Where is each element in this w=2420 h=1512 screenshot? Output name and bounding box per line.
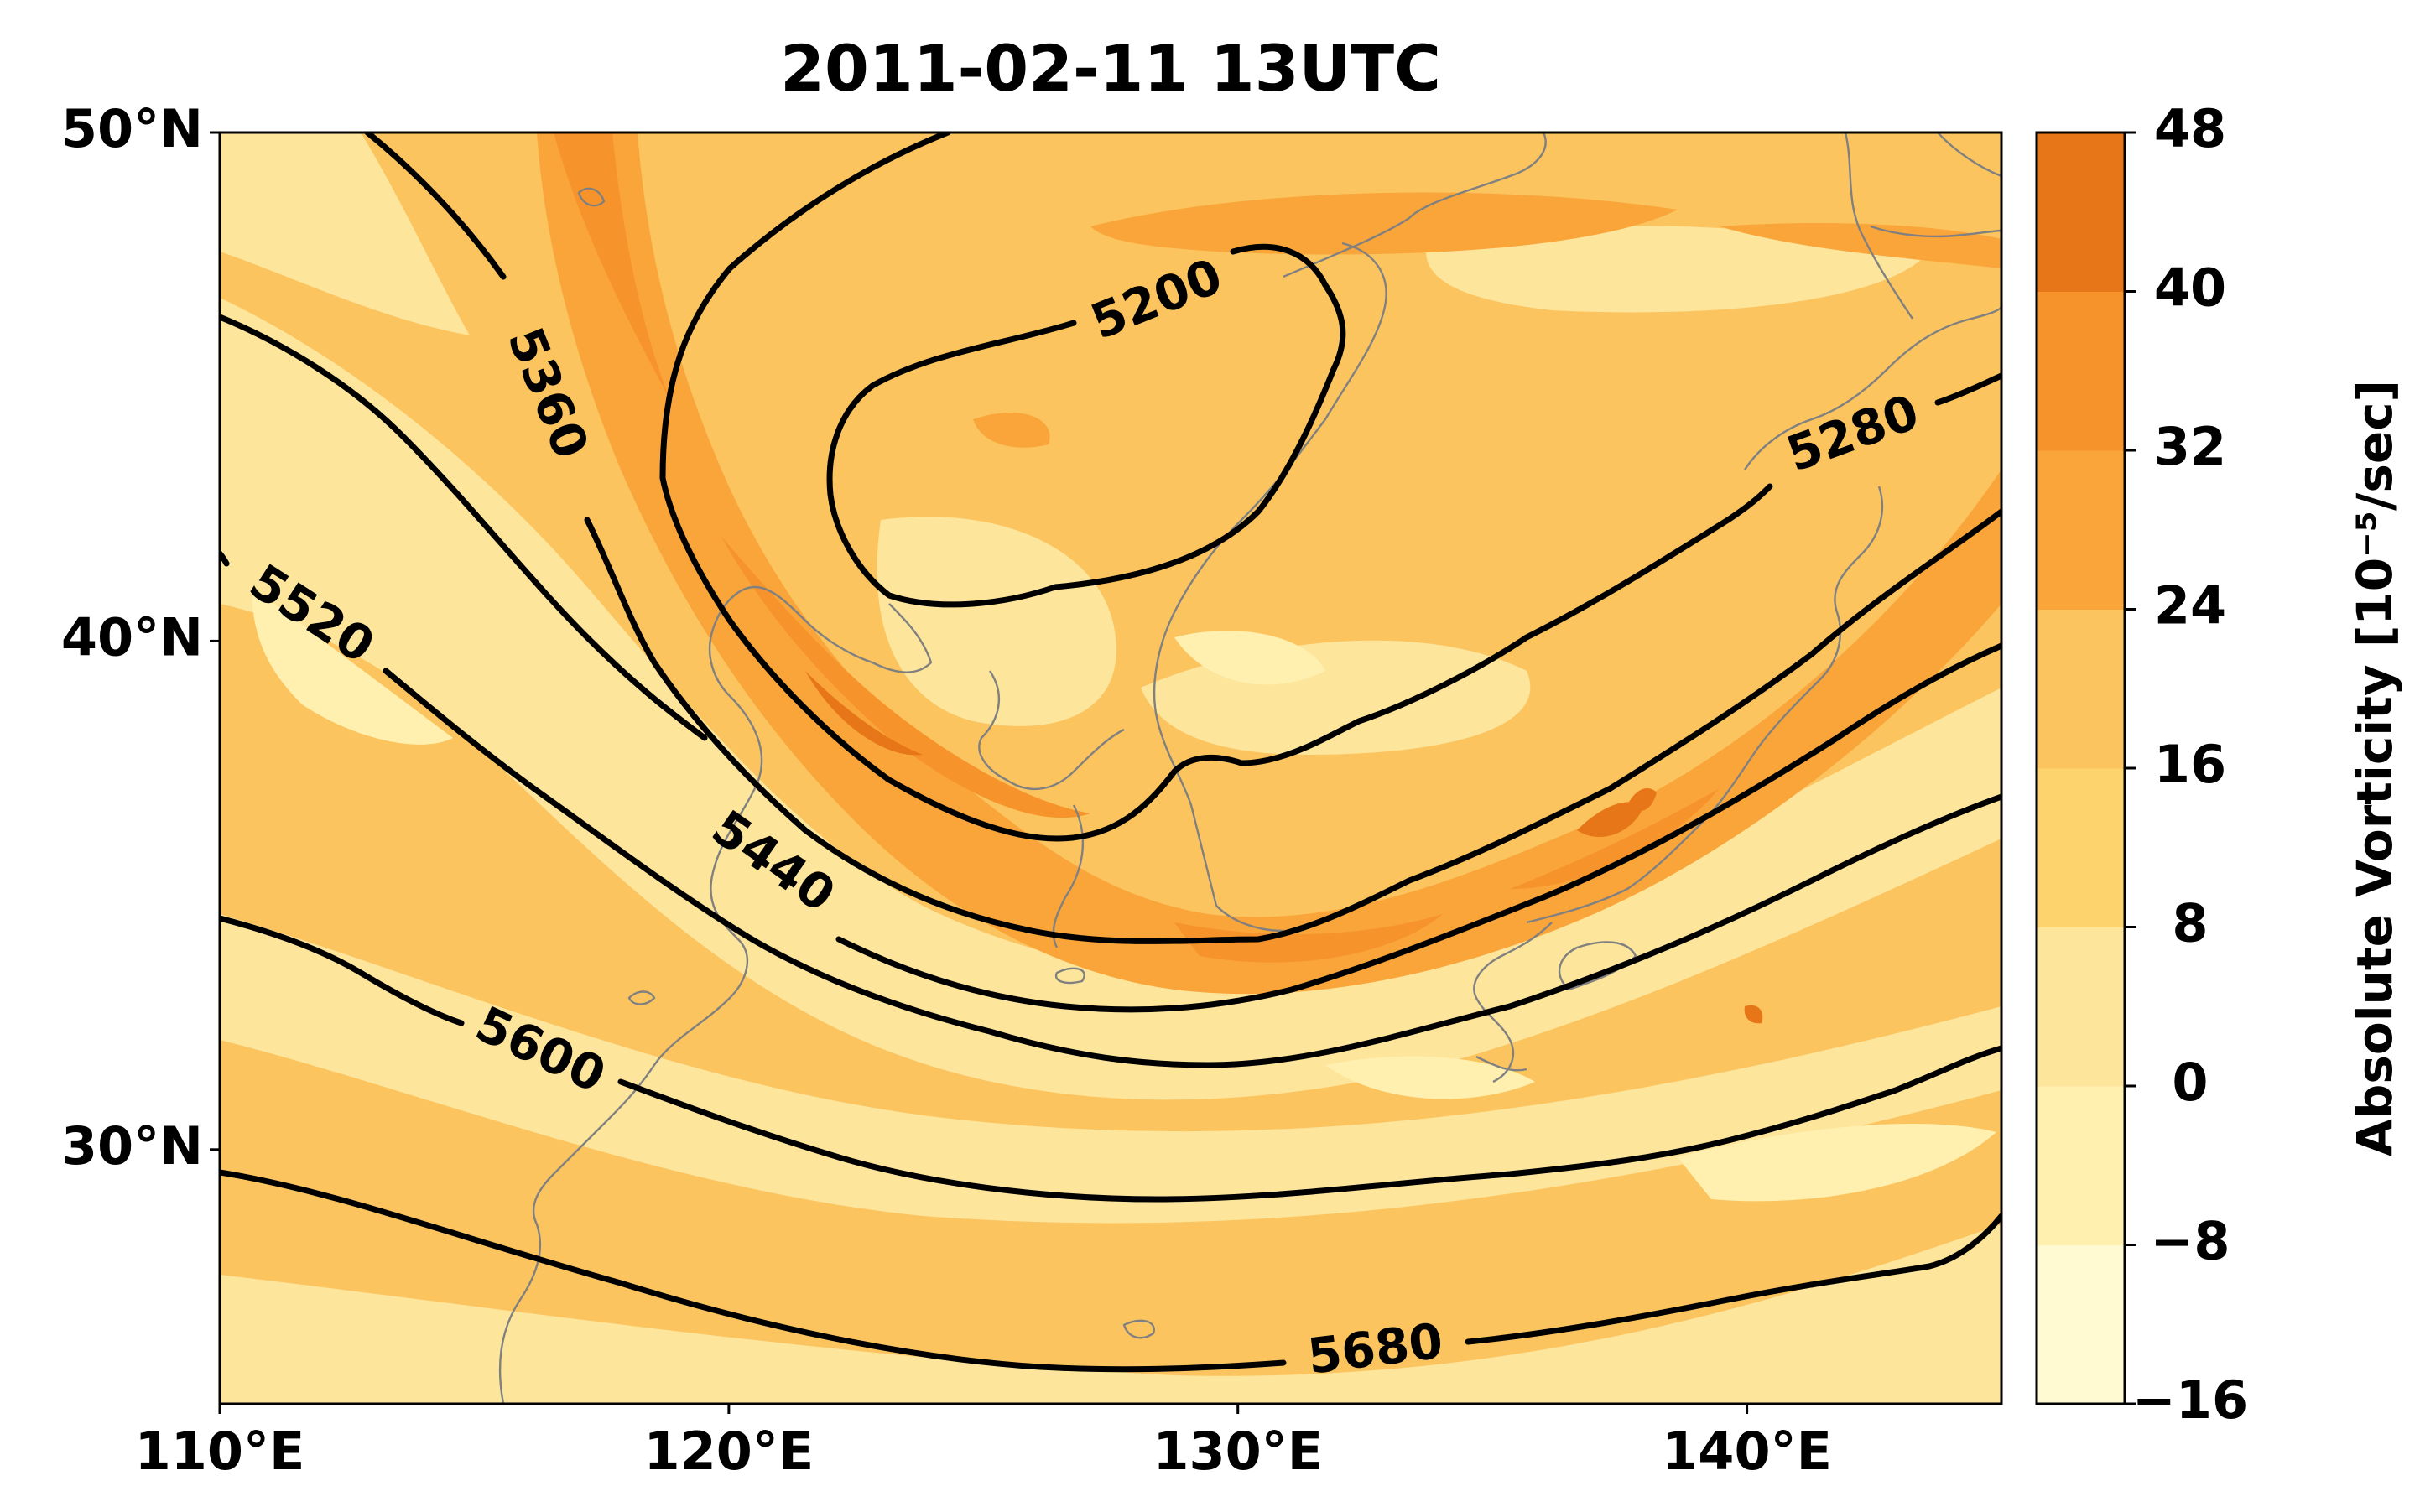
colorbar-tick-label: 40 <box>2154 257 2226 319</box>
colorbar-tick-label: −8 <box>2150 1211 2230 1272</box>
y-tick-label: 40°N <box>61 606 203 668</box>
colorbar-tick-label: 0 <box>2172 1052 2208 1113</box>
y-axis-ticks: 50°N 40°N 30°N <box>61 98 220 1177</box>
colorbar-tick-label: 32 <box>2154 416 2226 477</box>
colorbar-tick-label: 24 <box>2154 575 2226 636</box>
colorbar-swatch <box>2037 1086 2125 1245</box>
colorbar-ticks: −16 −8 0 8 16 24 32 40 48 <box>2125 98 2248 1431</box>
map-title: 2011-02-11 13UTC <box>780 31 1441 106</box>
y-tick-label: 30°N <box>61 1115 203 1177</box>
colorbar-swatch <box>2037 450 2125 610</box>
colorbar-tick-label: 8 <box>2172 893 2208 954</box>
colorbar-swatch <box>2037 292 2125 451</box>
colorbar-tick-label: 16 <box>2154 734 2226 795</box>
x-tick-label: 130°E <box>1153 1421 1323 1482</box>
colorbar-tick-label: 48 <box>2154 98 2226 159</box>
colorbar-swatch <box>2037 610 2125 769</box>
x-tick-label: 140°E <box>1662 1421 1832 1482</box>
colorbar-tick-label: −16 <box>2132 1369 2248 1431</box>
x-tick-label: 120°E <box>643 1421 814 1482</box>
colorbar-swatch <box>2037 927 2125 1087</box>
x-axis-ticks: 110°E 120°E 130°E 140°E <box>135 1404 1832 1482</box>
colorbar-swatch <box>2037 768 2125 927</box>
colorbar-swatches <box>2037 132 2125 1405</box>
colorbar: −16 −8 0 8 16 24 32 40 48 Absolute Vorticity [10… <box>2037 98 2403 1431</box>
colorbar-swatch <box>2037 132 2125 292</box>
map-plot-area: 5200 5280 5360 5440 5520 5600 5680 <box>220 132 2001 1404</box>
x-tick-label: 110°E <box>135 1421 305 1482</box>
y-tick-label: 50°N <box>61 98 203 159</box>
colorbar-label: Absolute Vorticity [10⁻⁵/sec] <box>2346 380 2403 1156</box>
colorbar-swatch <box>2037 1245 2125 1405</box>
